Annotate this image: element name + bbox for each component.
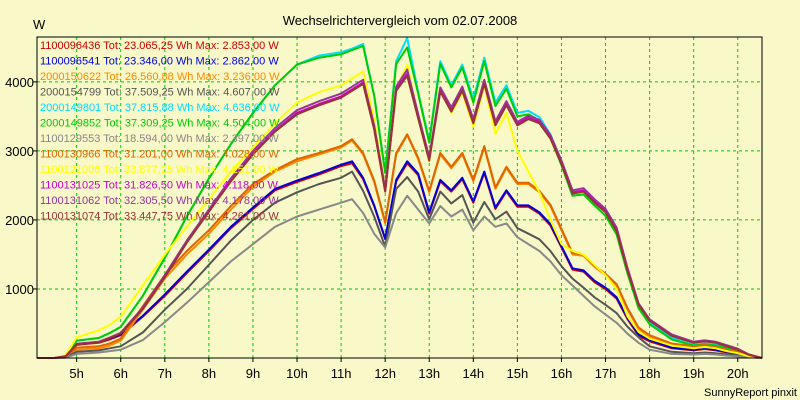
x-tick-label: 20h [727, 366, 749, 381]
x-tick-label: 9h [246, 366, 260, 381]
y-axis-label: W [33, 17, 46, 32]
legend-entry-7: 1100129553 Tot: 18.594,00 Wh Max: 2.397,… [40, 133, 279, 145]
legend-entry-2: 1100096541 Tot: 23.346,00 Wh Max: 2.862,… [40, 56, 279, 68]
x-tick-label: 6h [114, 366, 128, 381]
legend: 1100096436 Tot: 23.065,25 Wh Max: 2.853,… [40, 40, 280, 223]
series-line-6 [37, 45, 763, 359]
series-lines [37, 37, 763, 359]
chart-title: Wechselrichtervergleich vom 02.07.2008 [283, 13, 518, 28]
x-tick-label: 14h [462, 366, 484, 381]
x-tick-label: 15h [507, 366, 529, 381]
legend-entry-1: 1100096436 Tot: 23.065,25 Wh Max: 2.853,… [40, 40, 279, 52]
series-line-4 [37, 170, 763, 359]
series-line-12 [37, 74, 763, 359]
legend-entry-5: 2000149801 Tot: 37.815,88 Wh Max: 4.636,… [40, 102, 280, 114]
x-tick-label: 10h [286, 366, 308, 381]
legend-entry-8: 1100130966 Tot: 31.201,00 Wh Max: 4.028,… [40, 149, 279, 161]
x-tick-label: 19h [683, 366, 705, 381]
series-line-2 [37, 160, 763, 359]
x-tick-label: 17h [595, 366, 617, 381]
legend-entry-9: 1100121006 Tot: 33.877,25 Wh Max: 4.251,… [40, 164, 279, 176]
axis-ticks: 5h 6h 7h 8h 9h 10h 11h 12h 13h 14h 15h 16h 17h 18h 19h… [5, 75, 749, 381]
x-tick-label: 8h [202, 366, 216, 381]
x-tick-label: 13h [418, 366, 440, 381]
footer-credit: SunnyReport pinxit [704, 387, 797, 399]
legend-entry-10: 1100131025 Tot: 31.826,50 Wh Max: 4.118,… [40, 180, 279, 192]
x-tick-label: 5h [69, 366, 83, 381]
series-line-7 [37, 194, 763, 359]
plot-frame [36, 36, 763, 359]
x-tick-label: 16h [551, 366, 573, 381]
x-tick-label: 12h [374, 366, 396, 381]
y-tick-label: 2000 [5, 213, 34, 228]
x-tick-label: 18h [639, 366, 661, 381]
x-tick-label: 7h [158, 366, 172, 381]
legend-entry-11: 1100131062 Tot: 32.305,50 Wh Max: 4.178,… [40, 195, 279, 207]
legend-entry-6: 2000149852 Tot: 37.309,25 Wh Max: 4.504,… [40, 118, 280, 130]
y-tick-label: 1000 [5, 282, 34, 297]
y-tick-label: 4000 [5, 75, 34, 90]
legend-entry-3: 2000150622 Tot: 26.560,88 Wh Max: 3.236,… [40, 71, 280, 83]
legend-entry-4: 2000154799 Tot: 37.509,25 Wh Max: 4.607,… [40, 87, 280, 99]
y-tick-label: 3000 [5, 144, 34, 159]
legend-entry-12: 1100131074 Tot: 33.447,75 Wh Max: 4.261,… [40, 211, 279, 223]
x-tick-label: 11h [331, 366, 352, 381]
